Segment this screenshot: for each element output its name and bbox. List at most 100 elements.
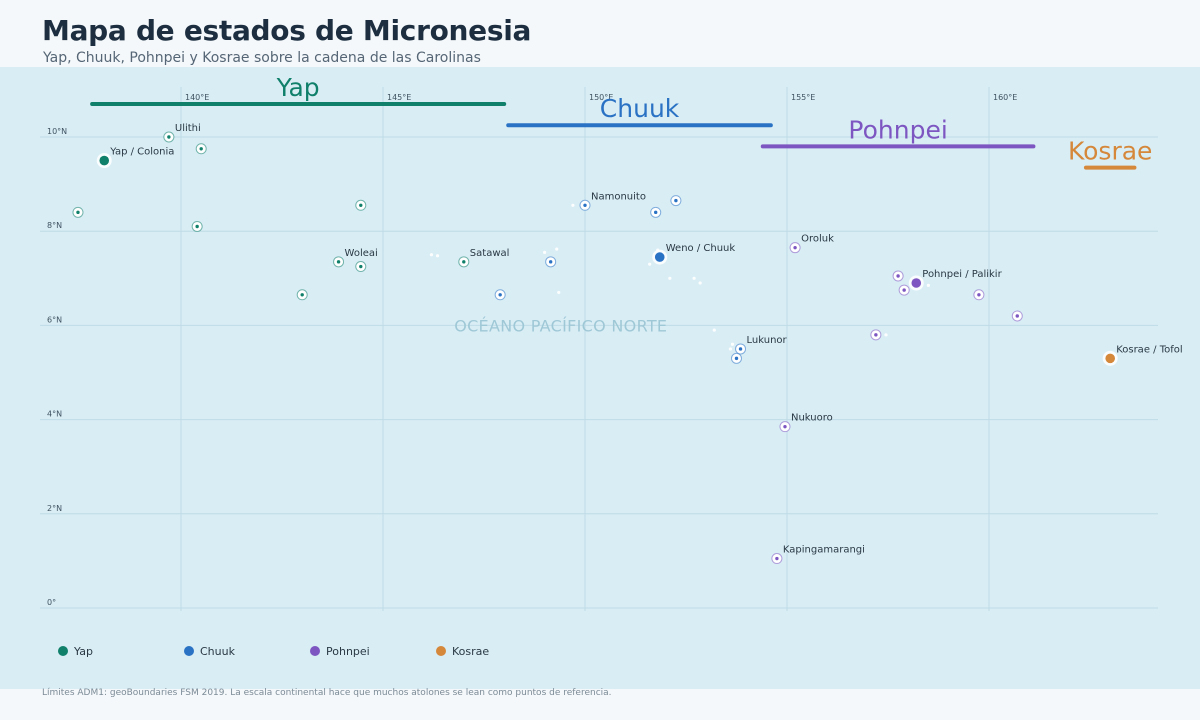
- atoll-marker[interactable]: Ulithi: [163, 123, 201, 143]
- atoll-marker[interactable]: [650, 206, 662, 218]
- atoll-dot: [195, 224, 199, 229]
- atoll-marker[interactable]: [973, 289, 985, 301]
- capital-marker[interactable]: Kosrae / Tofol: [1102, 344, 1183, 366]
- atoll-marker[interactable]: [892, 270, 904, 282]
- atoll-dot: [199, 147, 203, 151]
- atoll-dot: [462, 260, 466, 264]
- reef-islet: [555, 247, 559, 251]
- atoll-marker[interactable]: [195, 143, 207, 155]
- atoll-label: Kapingamarangi: [783, 545, 865, 556]
- micronesia-map[interactable]: 140°E 145°E 150°E 155°E 160°E 10°N 8°N 6°N 4°N 2°…: [0, 67, 1200, 689]
- atoll-label: Nukuoro: [791, 413, 833, 424]
- kosrae-state-label: Kosrae: [1068, 137, 1152, 166]
- reef-islet: [712, 328, 716, 332]
- graticule: 140°E 145°E 150°E 155°E 160°E 10°N 8°N 6°N 4°N 2°…: [40, 87, 1158, 611]
- atoll-label: Lukunor: [747, 335, 788, 346]
- legend: Yap Chuuk Pohnpei Kosrae: [58, 645, 489, 658]
- map-panel[interactable]: 140°E 145°E 150°E 155°E 160°E 10°N 8°N 6°N 4°N 2°…: [0, 67, 1200, 689]
- source-note: Límites ADM1: geoBoundaries FSM 2019. La…: [42, 688, 612, 698]
- atoll-label: Oroluk: [801, 234, 834, 245]
- atoll-marker[interactable]: Woleai: [333, 248, 378, 268]
- atoll-marker[interactable]: [1011, 310, 1023, 322]
- atoll-dot: [359, 264, 363, 269]
- atoll-marker[interactable]: [355, 261, 367, 273]
- reef-islet: [429, 253, 434, 257]
- atoll-dot: [654, 210, 658, 215]
- lon-tick-label: 145°E: [387, 93, 411, 102]
- atoll-dot: [793, 245, 797, 250]
- atoll-dot: [738, 347, 743, 351]
- atoll-label: Woleai: [345, 248, 378, 259]
- atoll-dot: [1015, 314, 1019, 318]
- capital-marker[interactable]: Weno / Chuuk: [652, 243, 736, 265]
- lat-tick-label: 6°N: [47, 315, 62, 324]
- atoll-marker[interactable]: Nukuoro: [779, 413, 833, 433]
- reef-islet: [884, 333, 888, 337]
- lon-tick-label: 155°E: [791, 93, 815, 102]
- capital-dot: [1105, 353, 1115, 364]
- capital-label: Weno / Chuuk: [666, 243, 736, 254]
- atoll-marker[interactable]: [494, 289, 506, 301]
- lon-tick-label: 140°E: [185, 93, 209, 102]
- atoll-marker[interactable]: [870, 329, 882, 341]
- map-subtitle: Yap, Chuuk, Pohnpei y Kosrae sobre la ca…: [43, 50, 481, 66]
- legend-label: Chuuk: [200, 645, 236, 658]
- capital-label: Yap / Colonia: [109, 147, 174, 158]
- legend-item: Pohnpei: [310, 645, 370, 658]
- atoll-marker[interactable]: [670, 195, 682, 207]
- atoll-dot: [336, 260, 341, 264]
- atoll-dot: [674, 198, 678, 203]
- reef-islet: [557, 290, 561, 295]
- lat-tick-label: 2°N: [47, 504, 62, 513]
- atoll-dot: [874, 333, 878, 337]
- reef-islet: [728, 347, 733, 351]
- atoll-marker[interactable]: Lukunor: [735, 335, 788, 355]
- map-title: Mapa de estados de Micronesia: [42, 14, 532, 47]
- reef-islet: [648, 262, 652, 266]
- legend-item: Chuuk: [184, 645, 236, 658]
- atoll-marker[interactable]: [296, 289, 308, 301]
- reef-islet: [571, 203, 575, 207]
- atoll-marker[interactable]: [72, 206, 84, 218]
- atoll-marker[interactable]: [191, 220, 203, 232]
- capital-dot: [654, 252, 665, 262]
- capital-label: Kosrae / Tofol: [1116, 344, 1182, 355]
- atoll-marker[interactable]: Namonuito: [579, 191, 646, 211]
- atoll-dot: [300, 293, 304, 297]
- atoll-dot: [167, 135, 171, 139]
- atoll-dot: [977, 293, 981, 297]
- atoll-marker[interactable]: Oroluk: [789, 234, 834, 254]
- legend-item: Yap: [58, 645, 93, 658]
- lat-tick-label: 8°N: [47, 221, 62, 230]
- atoll-markers[interactable]: Ulithi Woleai Satawal Namonuito Lukunor Orolu…: [72, 123, 1023, 565]
- atoll-dot: [583, 203, 587, 207]
- atoll-marker[interactable]: Kapingamarangi: [771, 545, 865, 565]
- reef-islet: [543, 250, 547, 254]
- atoll-marker[interactable]: [545, 256, 557, 268]
- atoll-label: Satawal: [470, 248, 510, 259]
- pohnpei-state-label: Pohnpei: [848, 115, 947, 144]
- capital-markers[interactable]: Yap / Colonia Weno / Chuuk Pohnpei / Palik…: [96, 147, 1183, 366]
- reef-islets: [429, 203, 931, 351]
- reef-islet: [698, 281, 702, 285]
- atoll-marker[interactable]: [355, 199, 367, 211]
- atoll-dot: [359, 203, 363, 207]
- lat-tick-label: 4°N: [47, 410, 62, 419]
- legend-label: Kosrae: [452, 645, 489, 658]
- reef-islet: [668, 276, 672, 280]
- capital-dot: [911, 278, 922, 288]
- atoll-marker[interactable]: Satawal: [458, 248, 510, 268]
- state-bands: Yap Chuuk Pohnpei Kosrae: [90, 73, 1152, 170]
- capital-marker[interactable]: Pohnpei / Palikir: [908, 269, 1003, 291]
- atoll-dot: [783, 424, 787, 429]
- ocean-label: OCÉANO PACÍFICO NORTE: [454, 316, 667, 335]
- capital-dot: [99, 155, 110, 166]
- atoll-label: Ulithi: [175, 123, 201, 134]
- legend-swatch: [310, 646, 320, 656]
- capital-label: Pohnpei / Palikir: [922, 269, 1002, 280]
- atoll-dot: [896, 274, 900, 278]
- atoll-marker[interactable]: [731, 352, 742, 364]
- atoll-marker[interactable]: [898, 284, 910, 296]
- capital-marker[interactable]: Yap / Colonia: [96, 147, 175, 169]
- atoll-dot: [76, 210, 80, 215]
